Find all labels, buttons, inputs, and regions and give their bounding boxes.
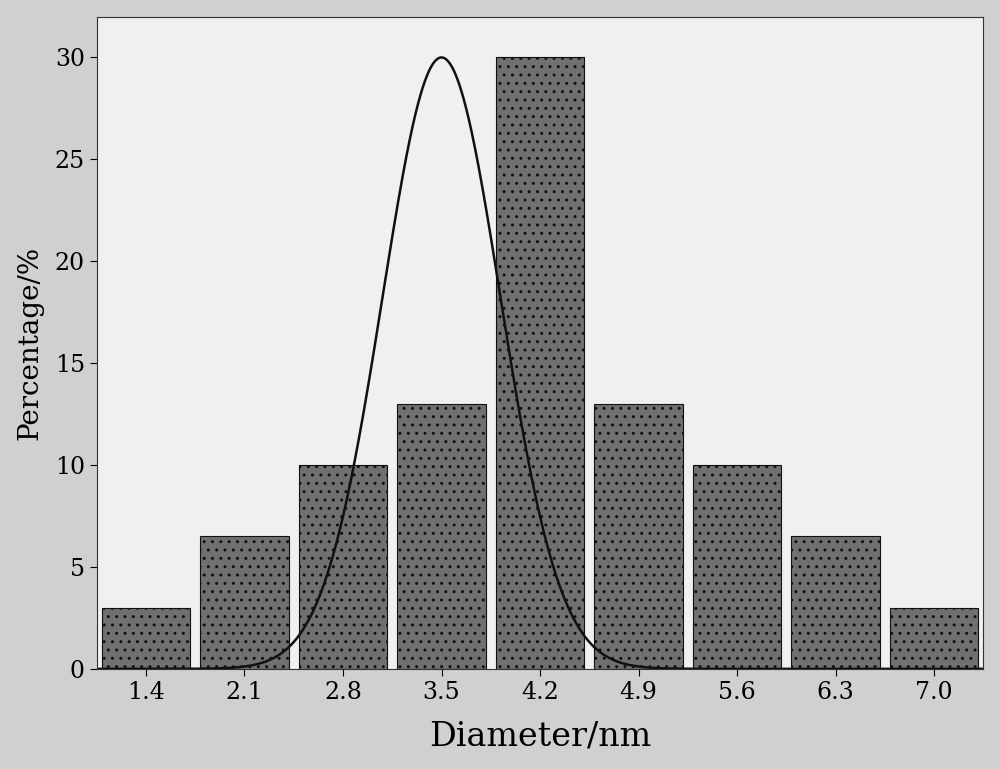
Bar xyxy=(890,608,978,669)
Bar xyxy=(299,465,387,669)
Bar xyxy=(102,608,190,669)
Y-axis label: Percentage/%: Percentage/% xyxy=(17,246,44,440)
Bar xyxy=(496,58,584,669)
Bar xyxy=(594,404,683,669)
X-axis label: Diameter/nm: Diameter/nm xyxy=(429,721,651,752)
Bar xyxy=(397,404,486,669)
Bar xyxy=(200,537,289,669)
Bar xyxy=(791,537,880,669)
Bar xyxy=(693,465,781,669)
